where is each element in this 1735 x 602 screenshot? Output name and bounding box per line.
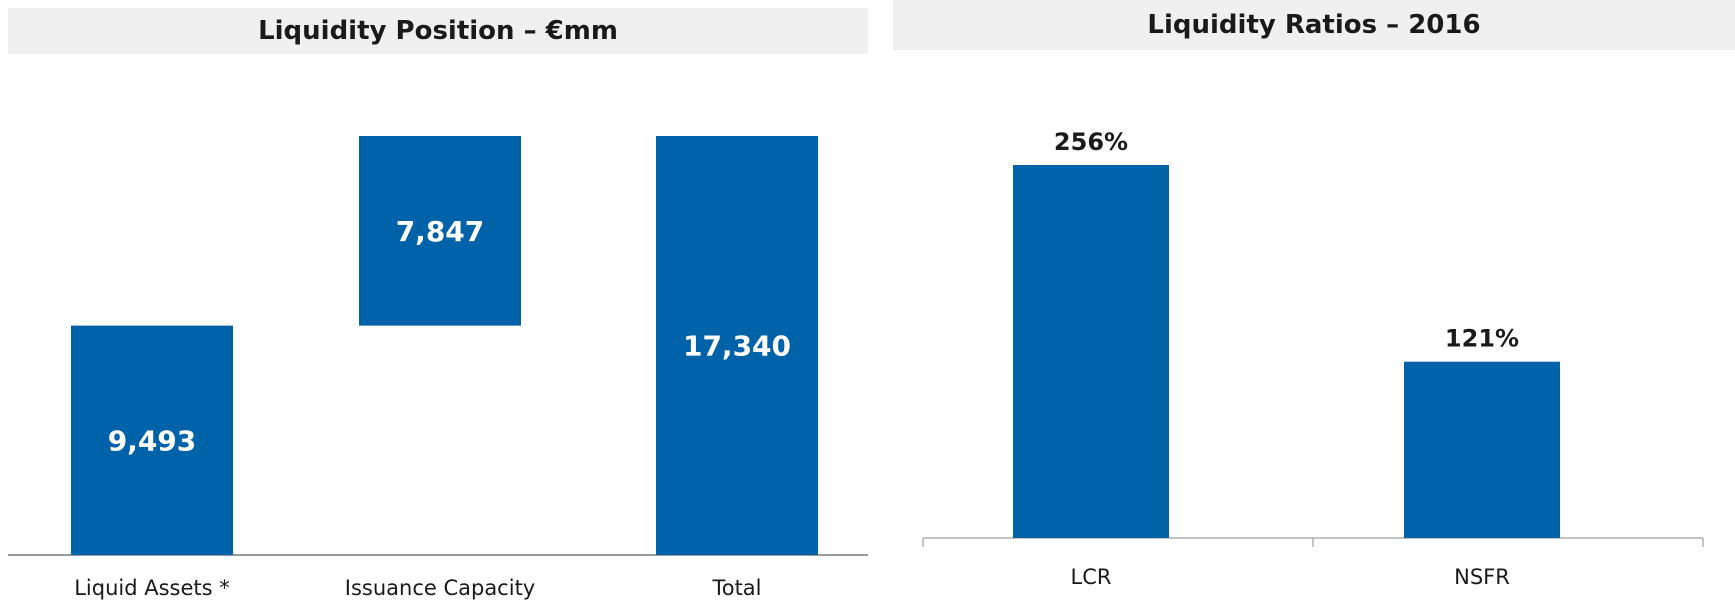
liquidity-ratios-title: Liquidity Ratios – 2016 [893, 0, 1735, 50]
position-bar [359, 136, 521, 326]
position-category-label: Total [711, 576, 761, 600]
position-value-label: 7,847 [396, 215, 485, 248]
ratios-bar [1404, 361, 1560, 538]
ratios-category-label: NSFR [1454, 565, 1510, 589]
liquidity-position-title: Liquidity Position – €mm [8, 8, 868, 54]
position-value-label: 9,493 [108, 424, 197, 457]
position-category-label: Liquid Assets * [74, 576, 230, 600]
position-value-label: 17,340 [683, 330, 791, 363]
position-category-label: Issuance Capacity [345, 576, 535, 600]
position-bar [656, 136, 818, 555]
ratios-value-label: 256% [1054, 128, 1128, 156]
ratios-category-label: LCR [1071, 565, 1112, 589]
ratios-value-label: 121% [1445, 325, 1519, 353]
position-bar [71, 325, 233, 555]
ratios-bar [1013, 165, 1169, 538]
